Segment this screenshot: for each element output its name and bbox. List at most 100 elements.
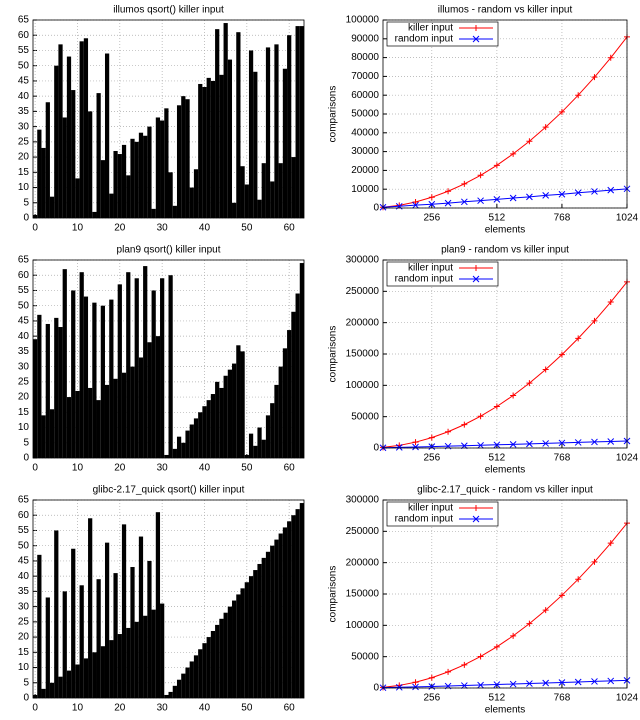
legend-label: random input	[395, 274, 454, 285]
x-tick-label: 50	[241, 463, 253, 474]
x-tick-label: 512	[489, 693, 506, 704]
data-point	[412, 683, 419, 691]
bar	[164, 108, 169, 218]
data-point	[575, 92, 582, 99]
data-point	[395, 683, 403, 691]
bar	[176, 436, 182, 458]
y-tick-label: 15	[18, 647, 30, 658]
y-axis-label: comparisons	[328, 86, 339, 143]
bar	[49, 196, 55, 218]
plot-frame	[32, 259, 305, 459]
y-tick-label: 50	[18, 540, 30, 551]
bar	[104, 53, 110, 218]
bar	[232, 600, 237, 698]
bar	[291, 157, 296, 218]
bar	[113, 378, 118, 458]
bar	[134, 278, 139, 458]
legend-label: random input	[395, 514, 454, 525]
data-point	[477, 197, 484, 205]
bar	[219, 618, 224, 698]
bar	[215, 381, 220, 458]
bar	[130, 366, 135, 458]
bar	[232, 202, 237, 218]
bar	[299, 263, 304, 458]
bar	[83, 658, 89, 698]
chart-title: plan9 qsort() killer input	[117, 245, 221, 256]
series-line	[382, 522, 628, 688]
data-point	[607, 186, 615, 194]
data-point	[412, 443, 419, 451]
bar	[248, 576, 254, 698]
data-point	[428, 674, 435, 681]
data-point	[558, 592, 565, 599]
bar	[295, 26, 300, 218]
data-point	[574, 439, 582, 446]
bar	[54, 65, 59, 218]
plot-frame	[32, 19, 305, 219]
x-tick-label: 40	[199, 223, 211, 234]
bar	[253, 570, 258, 698]
y-tick-label: 20000	[351, 165, 379, 176]
y-tick-label: 60	[18, 270, 30, 281]
bar	[181, 673, 186, 698]
data-point	[607, 438, 615, 445]
data-point	[509, 441, 517, 448]
bar	[109, 640, 114, 698]
data-point	[444, 199, 452, 207]
bar	[244, 454, 249, 458]
data-point	[510, 150, 517, 157]
data-point	[558, 190, 566, 198]
y-tick-label: 200000	[346, 557, 380, 568]
bar	[155, 512, 161, 698]
bar	[113, 150, 118, 218]
y-tick-label: 100000	[346, 15, 380, 26]
y-tick-label: 65	[18, 495, 30, 506]
bar	[257, 427, 262, 458]
x-tick-label: 1024	[616, 213, 639, 224]
bar	[92, 211, 97, 218]
bar	[37, 554, 42, 698]
data-point	[542, 192, 550, 199]
x-tick-label: 50	[241, 223, 253, 234]
data-point	[575, 335, 582, 342]
data-point	[526, 380, 533, 387]
data-point	[460, 198, 468, 206]
bar	[58, 676, 63, 698]
bar	[134, 621, 139, 698]
bar	[253, 445, 258, 458]
y-tick-label: 10	[18, 662, 30, 673]
y-tick-label: 35	[18, 106, 30, 117]
bar	[126, 272, 131, 458]
bar	[215, 624, 220, 698]
bar	[274, 539, 279, 698]
bar	[75, 390, 80, 458]
data-point	[428, 443, 436, 450]
bar	[160, 278, 165, 458]
bar	[198, 649, 203, 698]
bar	[176, 105, 182, 218]
bar	[274, 44, 279, 218]
bar	[202, 87, 207, 218]
x-tick-label: 60	[284, 223, 296, 234]
bar	[71, 90, 76, 218]
y-tick-label: 55	[18, 285, 30, 296]
bar	[100, 160, 105, 218]
data-point	[493, 403, 500, 410]
y-tick-label: 90000	[351, 33, 379, 44]
bar	[79, 585, 84, 698]
data-point	[477, 681, 484, 689]
bar	[66, 397, 72, 458]
x-tick-label: 20	[114, 703, 126, 714]
x-tick-label: 512	[489, 453, 506, 464]
data-point	[395, 444, 403, 451]
bar	[172, 685, 177, 698]
bar	[33, 339, 38, 458]
data-point	[493, 643, 500, 650]
bar	[92, 302, 97, 458]
data-point	[542, 679, 550, 687]
bar	[210, 80, 216, 218]
bar	[109, 193, 114, 218]
bar	[206, 637, 211, 698]
legend-marker	[473, 505, 479, 511]
x-tick-label: 10	[72, 703, 84, 714]
